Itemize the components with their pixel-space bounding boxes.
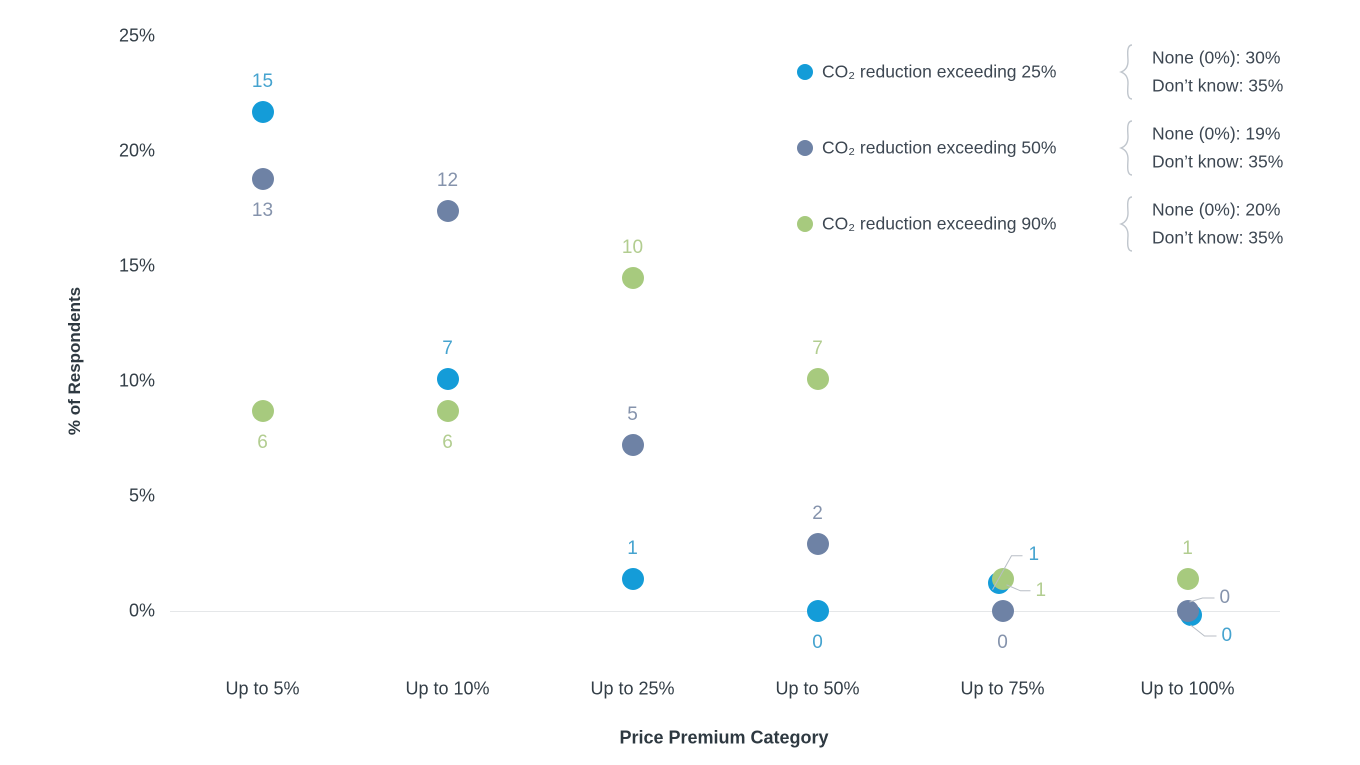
- data-point: [806, 367, 829, 390]
- y-tick-label: 5%: [128, 485, 155, 506]
- data-point-label: 2: [812, 503, 823, 525]
- legend-swatch: [797, 64, 813, 80]
- data-point: [806, 533, 829, 556]
- data-point: [621, 266, 644, 289]
- data-point-label: 0: [1219, 587, 1231, 608]
- x-tick-label: Up to 25%: [590, 678, 675, 699]
- legend-label: CO₂ reduction exceeding 90%: [822, 213, 1057, 234]
- brace-icon: [1116, 119, 1136, 182]
- legend-swatch: [797, 140, 813, 156]
- data-point: [1176, 600, 1199, 622]
- legend-label: CO₂ reduction exceeding 50%: [822, 137, 1057, 158]
- data-point: [991, 567, 1014, 590]
- data-point: [621, 567, 644, 590]
- leader-line: [1190, 624, 1217, 637]
- y-tick-label: 20%: [118, 140, 155, 161]
- data-point: [621, 434, 644, 457]
- data-point-label: 1: [1035, 579, 1047, 601]
- data-point-label: 1: [627, 537, 638, 559]
- y-tick-label: 15%: [118, 255, 155, 276]
- data-point: [436, 367, 459, 390]
- data-point-label: 15: [251, 70, 274, 92]
- annotation-none: None (0%): 19%: [1152, 123, 1281, 144]
- y-tick-label: 10%: [118, 370, 155, 391]
- legend-label: CO₂ reduction exceeding 25%: [822, 61, 1057, 82]
- data-point-label: 0: [1221, 625, 1233, 646]
- data-point: [991, 600, 1014, 622]
- data-point: [436, 199, 459, 222]
- data-point-label: 6: [442, 431, 453, 453]
- data-point-label: 1: [1182, 537, 1193, 559]
- data-point-label: 0: [812, 632, 823, 653]
- x-tick-label: Up to 100%: [1140, 678, 1235, 699]
- data-point-label: 7: [812, 337, 823, 359]
- annotation-none: None (0%): 20%: [1152, 199, 1281, 220]
- brace-icon: [1116, 43, 1136, 106]
- annotation-dont-know: Don’t know: 35%: [1152, 75, 1284, 96]
- y-axis-title: % of Respondents: [65, 286, 84, 436]
- data-point-label: 10: [621, 236, 644, 258]
- x-tick-label: Up to 50%: [775, 678, 860, 699]
- data-point: [436, 399, 459, 422]
- data-point-label: 6: [257, 431, 268, 453]
- data-point: [251, 100, 274, 123]
- x-tick-label: Up to 10%: [405, 678, 490, 699]
- y-tick-label: 0%: [128, 600, 155, 621]
- x-axis-title: Price Premium Category: [619, 727, 829, 748]
- legend-swatch: [797, 216, 813, 232]
- annotation-dont-know: Don’t know: 35%: [1152, 151, 1284, 172]
- annotation-none: None (0%): 30%: [1152, 47, 1281, 68]
- data-point: [806, 600, 829, 622]
- x-tick-label: Up to 5%: [225, 678, 300, 699]
- data-point: [251, 399, 274, 422]
- data-point-label: 12: [436, 169, 459, 191]
- data-point-label: 1: [1028, 543, 1040, 565]
- brace-icon: [1116, 195, 1136, 258]
- data-point-label: 0: [997, 632, 1008, 653]
- annotation-dont-know: Don’t know: 35%: [1152, 227, 1284, 248]
- data-point: [251, 167, 274, 190]
- data-point-label: 7: [442, 337, 453, 359]
- data-point-label: 13: [251, 199, 274, 221]
- x-tick-label: Up to 75%: [960, 678, 1045, 699]
- x-axis-line: [170, 611, 1280, 612]
- data-point: [1176, 567, 1199, 590]
- y-tick-label: 25%: [118, 25, 155, 46]
- data-point-label: 5: [627, 404, 638, 426]
